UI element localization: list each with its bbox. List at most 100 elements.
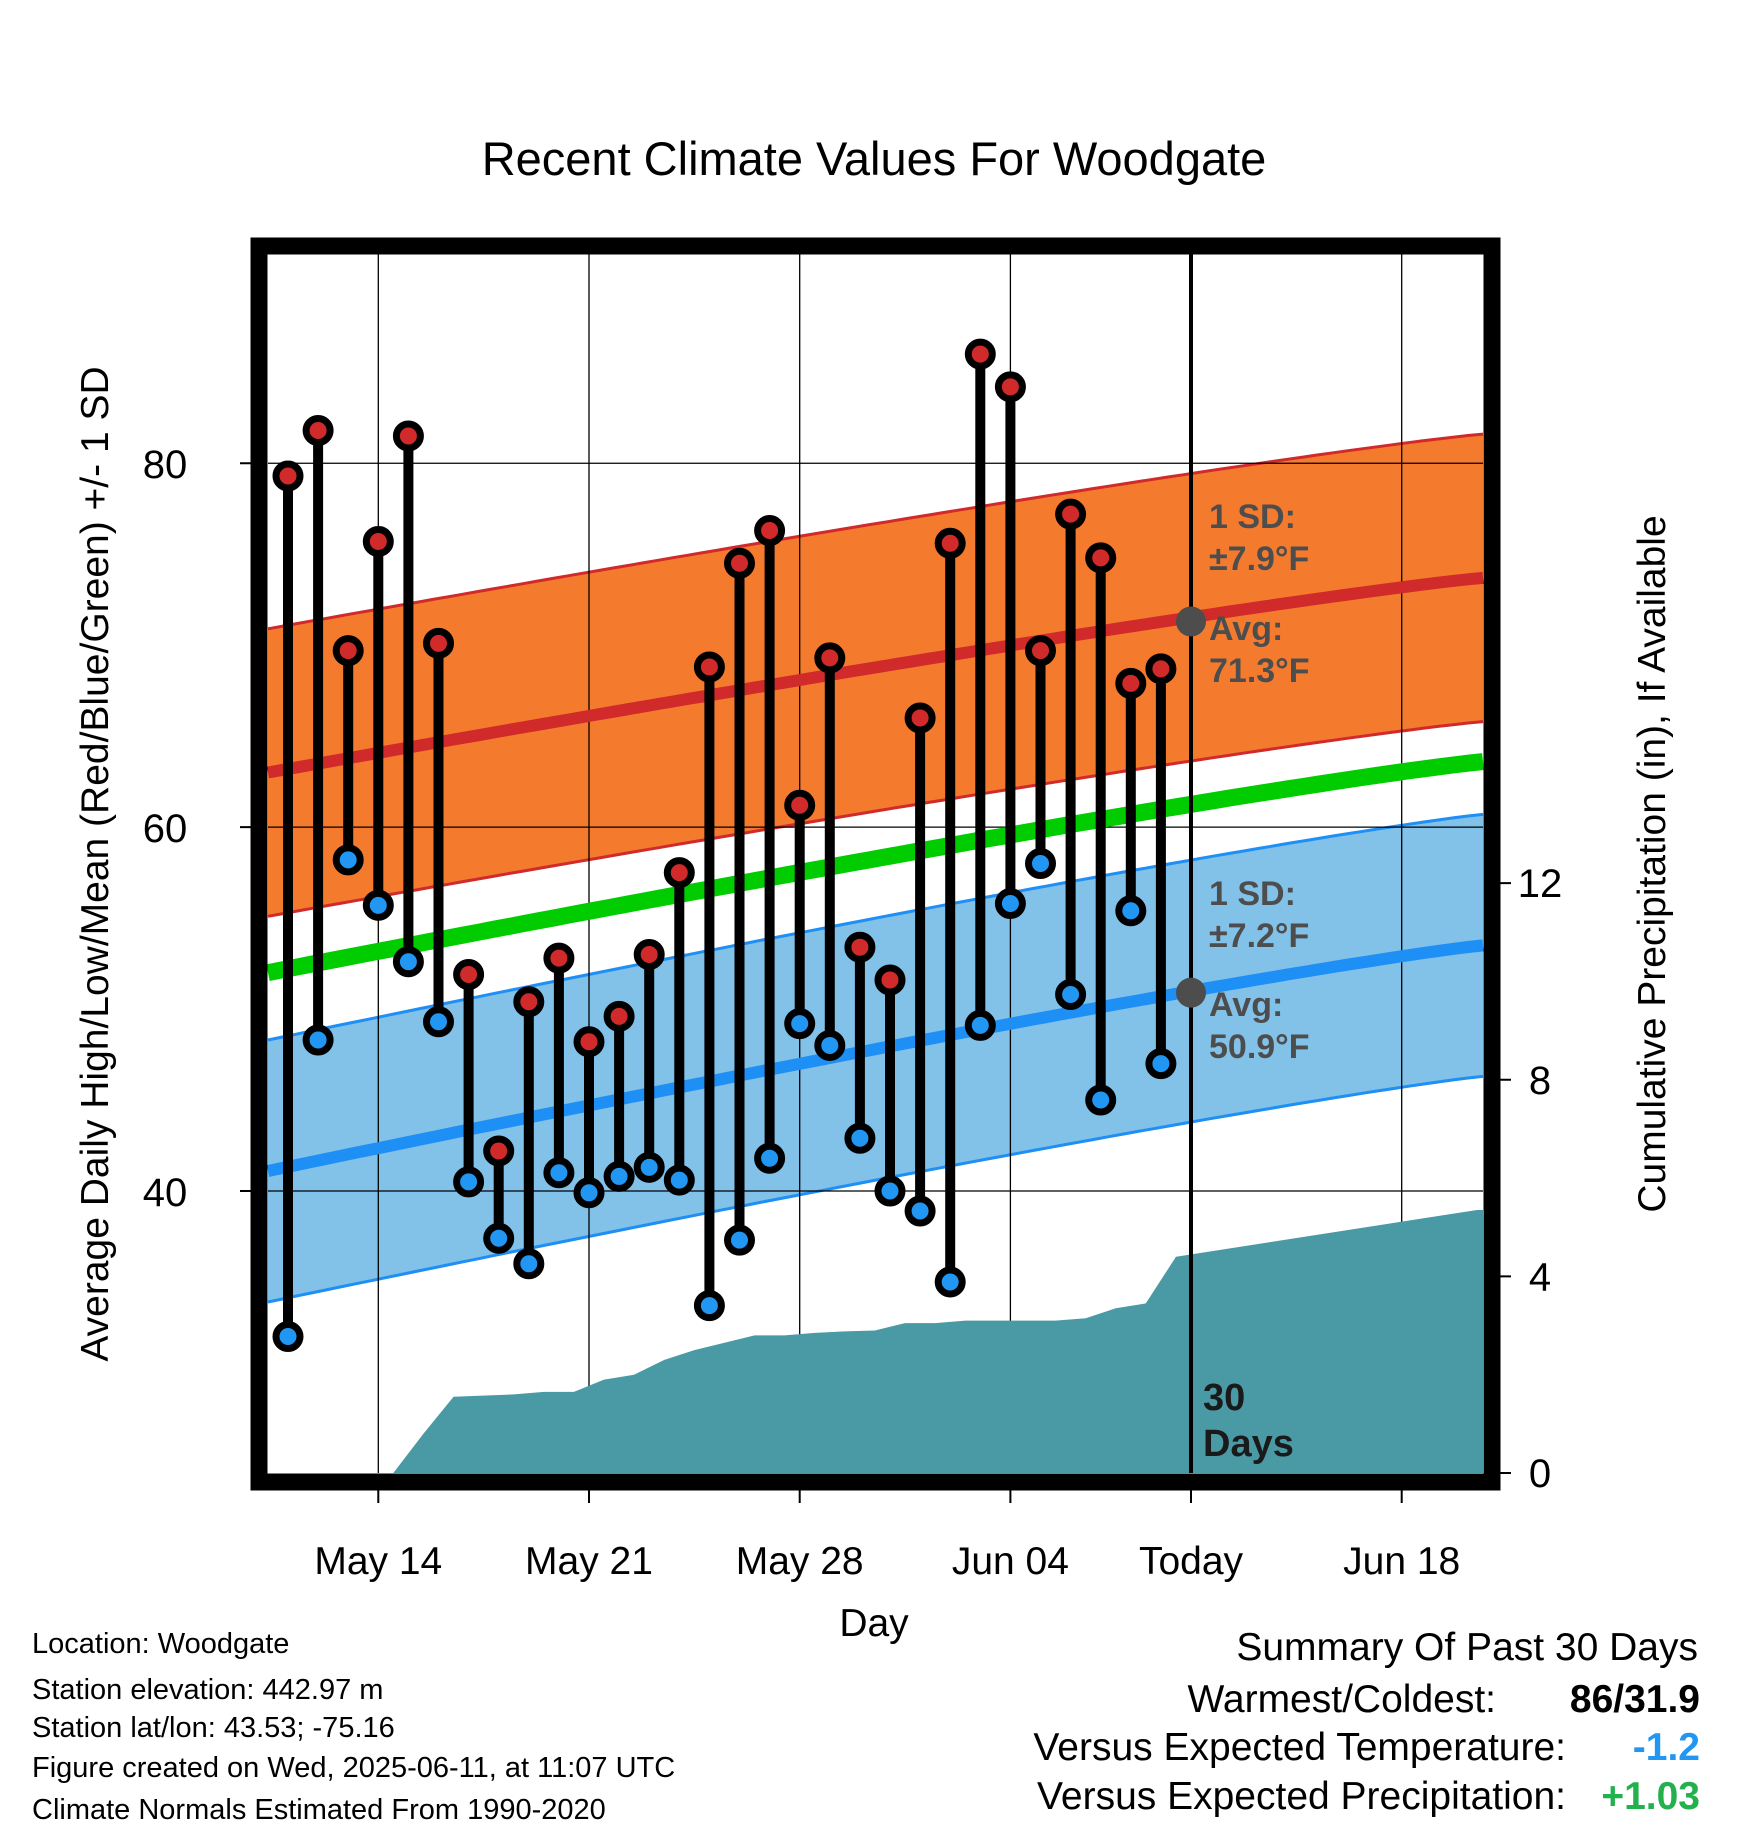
low-point [724, 1224, 755, 1256]
y-tick-label: 80 [143, 443, 188, 487]
x-tick-label: Jun 04 [952, 1540, 1069, 1583]
high-avg-label: Avg: [1209, 610, 1283, 648]
high-band-lower-edge [267, 720, 1484, 918]
high-point [633, 938, 665, 970]
y2-tick-label: 4 [1529, 1255, 1551, 1299]
y-axis-label: Average Daily High/Low/Mean (Red/Blue/Gr… [74, 366, 117, 1361]
temp-label: Versus Expected Temperature: [1033, 1726, 1566, 1769]
high-point [573, 1026, 605, 1058]
precip-label: Versus Expected Precipitation: [1037, 1775, 1566, 1818]
low-point [844, 1122, 876, 1154]
low-point [934, 1266, 966, 1298]
low-point [483, 1222, 515, 1254]
low-point [693, 1290, 725, 1322]
low-point [1085, 1084, 1117, 1116]
high-point [483, 1135, 515, 1167]
low-point [302, 1024, 334, 1056]
x-axis-label: Day [839, 1602, 909, 1645]
daily-range-sticks [272, 338, 1177, 1353]
today-high-avg-dot [1176, 606, 1206, 637]
high-point [392, 420, 424, 452]
high-point [543, 942, 575, 974]
y2-tick-label: 12 [1518, 862, 1563, 906]
latlon-text: Station lat/lon: 43.53; -75.16 [32, 1712, 395, 1744]
high-point [814, 642, 846, 674]
high-point [302, 414, 334, 446]
high-point [784, 789, 816, 821]
high-point [964, 338, 996, 370]
low-point [332, 844, 364, 876]
high-point [1085, 542, 1117, 574]
high-point [1025, 635, 1056, 667]
high-point [693, 651, 725, 683]
low-point [633, 1151, 665, 1183]
low-point [1025, 848, 1056, 879]
normal-mean-line [266, 753, 1484, 982]
low-point [573, 1177, 605, 1209]
elevation-text: Station elevation: 442.97 m [32, 1674, 384, 1706]
low-sd-label: 1 SD: [1209, 875, 1296, 913]
warmest-label: Warmest/Coldest: [1187, 1678, 1496, 1721]
high-point [272, 460, 304, 492]
high-avg-value: 71.3°F [1209, 652, 1310, 690]
location-text: Location: Woodgate [32, 1628, 290, 1660]
low-point [603, 1160, 635, 1192]
high-point [904, 702, 936, 734]
today-low-avg-dot [1176, 977, 1206, 1008]
today-days-label: 30 [1203, 1377, 1245, 1419]
high-point [934, 527, 966, 559]
low-point [874, 1175, 906, 1207]
high-point [453, 958, 485, 990]
high-point [874, 964, 906, 996]
chart-title: Recent Climate Values For Woodgate [482, 132, 1267, 185]
precipitation-area [268, 1210, 1483, 1473]
low-point [543, 1157, 575, 1189]
low-point [814, 1029, 846, 1061]
low-avg-value: 50.9°F [1209, 1028, 1310, 1066]
warmest-value: 86/31.9 [1569, 1678, 1700, 1721]
summary-title: Summary Of Past 30 Days [1236, 1626, 1698, 1669]
high-point [663, 857, 695, 889]
low-point [362, 889, 394, 921]
precip-value: +1.03 [1601, 1775, 1700, 1818]
high-point [844, 931, 876, 963]
y2-tick-label: 0 [1529, 1452, 1551, 1496]
high-point [513, 986, 545, 1018]
y2-tick-label: 8 [1529, 1059, 1551, 1103]
high-point [724, 547, 755, 579]
high-point [754, 515, 786, 547]
low-point [964, 1009, 996, 1041]
low-point [1115, 895, 1147, 927]
y-tick-label: 40 [143, 1171, 188, 1215]
high-point [603, 1000, 635, 1032]
x-tick-label: May 14 [314, 1540, 442, 1583]
low-point [423, 1006, 454, 1038]
x-tick-label: May 28 [736, 1540, 864, 1583]
x-tick-label: May 21 [525, 1540, 653, 1583]
high-point [1145, 653, 1177, 685]
high-point [332, 635, 364, 667]
low-point [994, 888, 1026, 920]
high-point [994, 371, 1026, 403]
low-point [663, 1164, 695, 1196]
high-point [1115, 667, 1147, 699]
low-point [754, 1142, 786, 1174]
low-band-lower-edge [267, 1074, 1484, 1304]
low-point [1055, 978, 1087, 1010]
created-text: Figure created on Wed, 2025-06-11, at 11… [32, 1752, 676, 1784]
high-point [1055, 498, 1087, 530]
x-tick-label: Today [1139, 1540, 1244, 1583]
low-point [904, 1195, 936, 1227]
precip-area [268, 1210, 1483, 1473]
normal-high-line [266, 571, 1484, 779]
high-point [362, 525, 394, 557]
x-tick-label: Jun 18 [1343, 1540, 1460, 1583]
y-tick-label: 60 [143, 807, 188, 851]
low-sd-value: ±7.2°F [1209, 917, 1309, 955]
normal-annotations: 1 SD: ±7.9°F Avg: 71.3°F 1 SD: ±7.2°F Avg: 50.9… [1176, 498, 1310, 1066]
high-sd-value: ±7.9°F [1209, 540, 1309, 578]
high-point [423, 627, 454, 659]
high-sd-label: 1 SD: [1209, 498, 1296, 536]
